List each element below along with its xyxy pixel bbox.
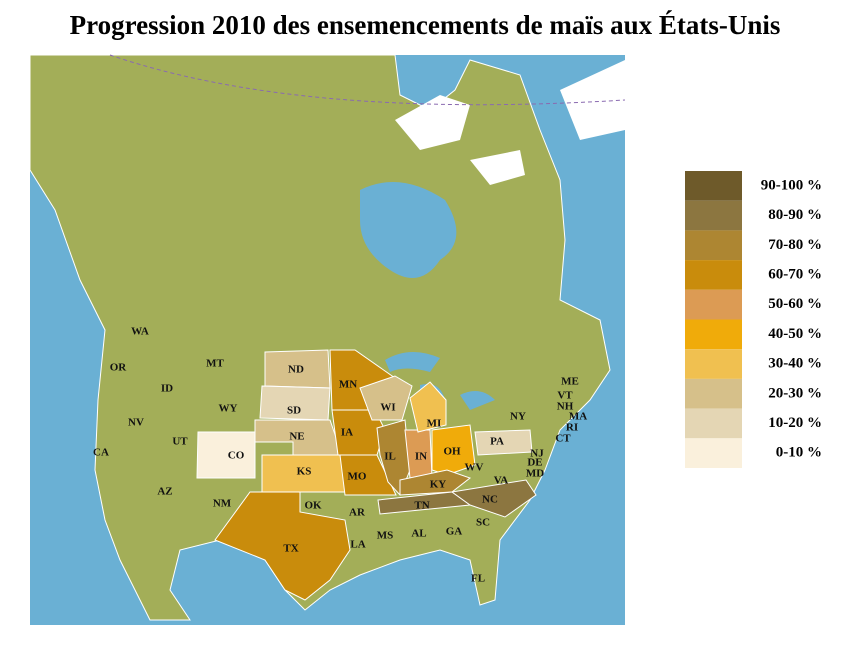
state-label: OR xyxy=(110,362,128,374)
legend-swatch xyxy=(685,289,742,320)
state-label: GA xyxy=(446,526,463,538)
ice xyxy=(395,60,625,185)
state-shape xyxy=(359,375,413,421)
title: Progression 2010 des ensemencements de m… xyxy=(70,10,781,40)
state-label: NE xyxy=(289,431,304,443)
legend-label: 80-90 % xyxy=(768,207,822,223)
state-label: AR xyxy=(349,507,366,519)
state-shape xyxy=(339,454,397,496)
legend-label: 60-70 % xyxy=(768,267,822,283)
state-label: MI xyxy=(427,418,442,430)
state-label: VA xyxy=(494,475,509,487)
state-label: NH xyxy=(557,401,574,413)
legend-swatch xyxy=(685,230,742,261)
state-label: MS xyxy=(377,530,394,542)
state-label: IL xyxy=(384,451,396,463)
legend-swatch xyxy=(685,319,742,350)
state-label: KS xyxy=(297,466,312,478)
state-label: TX xyxy=(283,543,298,555)
state-label: MA xyxy=(569,411,587,423)
state-label: ID xyxy=(161,383,173,395)
legend-swatch xyxy=(685,378,742,409)
state-shape xyxy=(409,381,447,433)
legend-label: 90-100 % xyxy=(761,177,822,193)
state-label: OK xyxy=(304,500,322,512)
state-label: RI xyxy=(566,422,578,434)
state-shape xyxy=(399,469,472,496)
state-shape xyxy=(450,479,537,518)
legend: 90-100 % 80-90 % 70-80 % 60-70 % 50-60 % 40-5… xyxy=(685,171,822,468)
state-label: AZ xyxy=(157,486,172,498)
state-label: FL xyxy=(471,573,485,585)
state-label: OH xyxy=(443,446,461,458)
state-label: LA xyxy=(350,539,365,551)
legend-label: 40-50 % xyxy=(768,326,822,342)
state-label: NY xyxy=(510,411,526,423)
state-label: MT xyxy=(206,358,224,370)
states xyxy=(196,349,537,601)
state-label: TN xyxy=(414,500,429,512)
state-label: IA xyxy=(341,427,353,439)
state-label: MD xyxy=(526,468,544,480)
legend-swatch xyxy=(685,260,742,290)
state-label: ME xyxy=(561,376,579,388)
state-label: NV xyxy=(128,417,144,429)
state-label: CT xyxy=(555,433,571,445)
state-label: IN xyxy=(415,451,427,463)
state-label: WA xyxy=(131,326,149,338)
state-label: SC xyxy=(476,517,490,529)
great-lakes xyxy=(385,351,495,418)
state-label: MO xyxy=(348,471,367,483)
state-label: NC xyxy=(482,494,498,506)
state-label: NM xyxy=(213,498,232,510)
legend-label: 0-10 % xyxy=(776,445,822,461)
legend-label: 50-60 % xyxy=(768,296,822,312)
state-label: WV xyxy=(465,462,484,474)
legend-label: 20-30 % xyxy=(768,385,822,401)
state-label: ND xyxy=(288,364,304,376)
hudson-bay xyxy=(360,182,457,278)
state-shape xyxy=(214,491,351,601)
legend-swatch xyxy=(685,349,742,379)
state-label: AL xyxy=(411,528,426,540)
state-label: WY xyxy=(219,403,238,415)
arctic-circle xyxy=(109,54,626,106)
state-label: VT xyxy=(557,390,573,402)
legend-label: 10-20 % xyxy=(768,415,822,431)
legend-swatch xyxy=(685,171,742,201)
legend-label: 70-80 % xyxy=(768,237,822,253)
legend-label: 30-40 % xyxy=(768,356,822,372)
state-shape xyxy=(196,431,256,479)
state-label: CA xyxy=(93,447,109,459)
state-shape xyxy=(431,424,476,476)
state-label: PA xyxy=(490,436,504,448)
legend-swatch xyxy=(685,438,742,468)
state-label: SD xyxy=(287,405,301,417)
state-label: KY xyxy=(430,479,447,491)
legend-swatch xyxy=(685,408,742,439)
state-label: NJ xyxy=(530,448,544,460)
state-label: DE xyxy=(527,457,542,469)
legend-swatch xyxy=(685,200,742,231)
state-label: WI xyxy=(380,402,395,414)
state-label: MN xyxy=(339,379,357,391)
state-shape xyxy=(474,429,533,456)
state-label: UT xyxy=(172,436,188,448)
state-label: CO xyxy=(228,450,245,462)
